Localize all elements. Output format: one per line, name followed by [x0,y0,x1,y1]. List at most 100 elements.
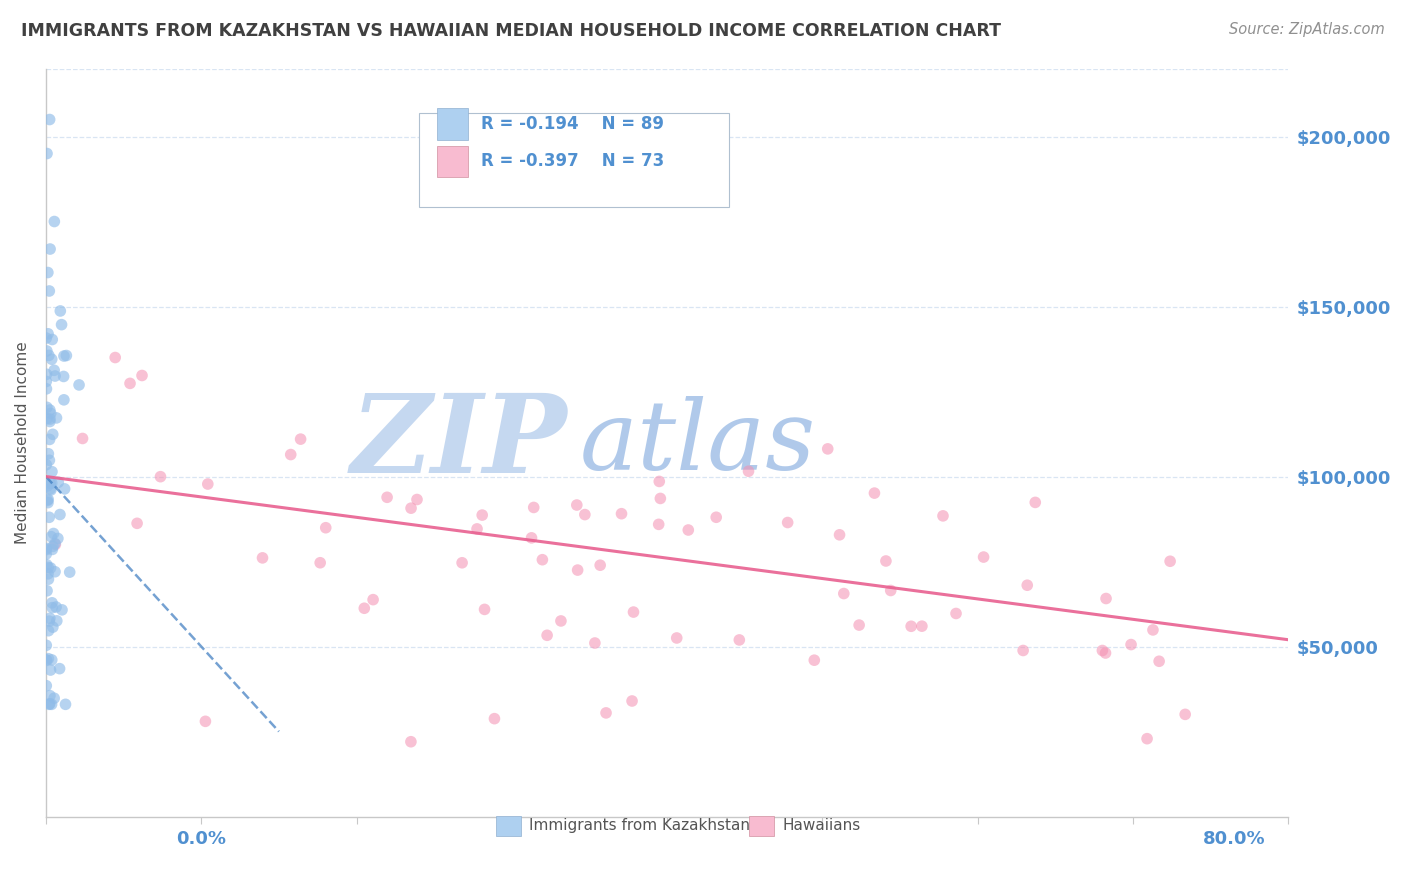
Point [35,368,58,382]
Point [875,554,897,568]
Point [589,558,612,573]
Point [451,556,474,570]
Point [35,331,58,345]
Text: IMMIGRANTS FROM KAZAKHSTAN VS HAWAIIAN MEDIAN HOUSEHOLD INCOME CORRELATION CHART: IMMIGRANTS FROM KAZAKHSTAN VS HAWAIIAN M… [21,22,1001,40]
Point [1119,638,1142,652]
Text: Immigrants from Kazakhstan: Immigrants from Kazakhstan [529,819,751,833]
Point [44,691,66,706]
Point [484,712,506,726]
Point [39,689,62,703]
Point [41,465,63,479]
Point [665,631,688,645]
Point [44,363,66,377]
Point [37,572,59,586]
Point [35,638,58,652]
Point [41,698,63,712]
Point [1147,654,1170,668]
Point [39,483,62,497]
Point [471,508,494,522]
Point [41,600,63,615]
Point [39,476,62,491]
Point [35,382,58,396]
Point [55,349,77,363]
Point [523,500,546,515]
Point [39,406,62,420]
Point [520,531,543,545]
Point [650,491,672,506]
Point [39,412,62,426]
Point [45,600,67,615]
Point [35,146,58,161]
Point [45,411,67,425]
Point [41,476,63,491]
Point [648,475,671,489]
Point [67,378,90,392]
Point [35,547,58,561]
Point [37,624,59,638]
Point [44,214,66,228]
Point [39,242,62,256]
Point [35,542,58,557]
Point [39,561,62,575]
Point [828,528,851,542]
Point [51,318,73,332]
Point [44,537,66,551]
Point [44,565,66,579]
Y-axis label: Median Household Income: Median Household Income [15,341,30,544]
Point [38,415,60,429]
Point [1024,495,1046,509]
Point [38,112,60,127]
Point [290,432,312,446]
Point [911,619,934,633]
Point [49,508,72,522]
Bar [437,145,468,177]
Point [35,679,58,693]
Point [1091,643,1114,657]
Point [35,541,58,556]
Point [37,266,59,280]
Point [565,498,588,512]
Point [53,482,76,496]
Point [1094,646,1116,660]
Point [38,510,60,524]
Text: R = -0.194    N = 89: R = -0.194 N = 89 [481,115,664,133]
Point [728,632,751,647]
Point [118,376,141,391]
Point [35,583,58,598]
Bar [437,108,468,139]
Point [39,530,62,544]
Point [37,411,59,425]
Point [280,448,302,462]
Point [44,536,66,550]
Point [42,620,65,634]
Point [252,550,274,565]
Point [737,464,759,478]
Point [38,403,60,417]
Point [863,486,886,500]
Point [38,453,60,467]
Point [38,348,60,362]
Point [52,392,75,407]
Point [35,458,58,472]
Point [38,284,60,298]
Point [38,611,60,625]
Point [42,427,65,442]
Point [37,651,59,665]
Point [49,304,72,318]
Point [315,521,337,535]
Point [41,542,63,557]
Point [37,479,59,493]
Point [399,735,422,749]
Point [41,653,63,667]
Point [51,603,73,617]
Point [567,563,589,577]
Point [194,714,217,729]
Point [595,706,617,720]
Point [46,532,69,546]
Point [574,508,596,522]
Point [37,447,59,461]
Point [35,401,58,415]
Point [309,556,332,570]
Point [35,343,58,358]
Point [131,368,153,383]
